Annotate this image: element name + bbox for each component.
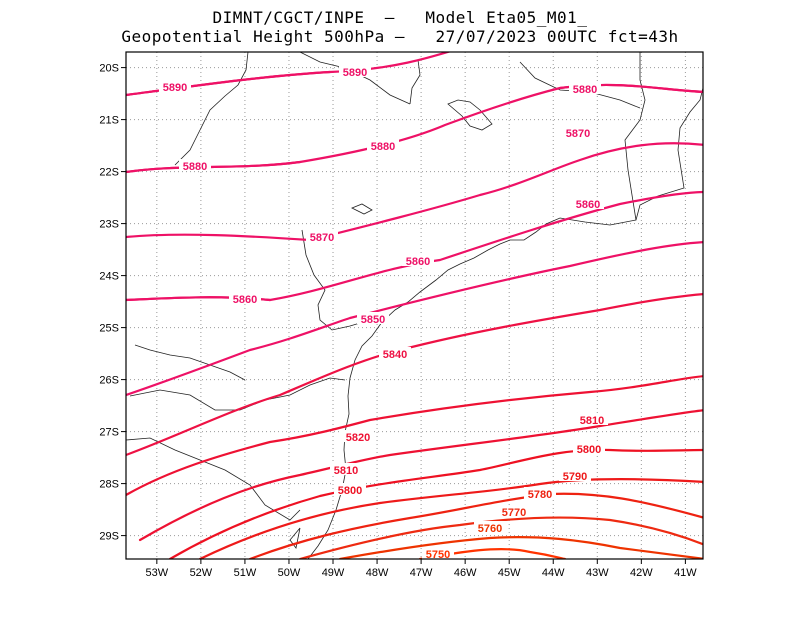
contour-label-5790: 5790 bbox=[563, 471, 587, 483]
contour-label-5870: 5870 bbox=[310, 232, 334, 244]
contour-label-5820: 5820 bbox=[346, 432, 370, 444]
lat-tick-label: 28S bbox=[99, 479, 119, 491]
contour-label-bg bbox=[330, 463, 362, 475]
map-title-line1: DIMNT/CGCT/INPE – Model Eta05_M01_ bbox=[212, 8, 588, 27]
lon-tick-label: 53W bbox=[146, 567, 169, 579]
contour-label-5810: 5810 bbox=[334, 465, 358, 477]
contour-label-bg bbox=[339, 65, 371, 77]
state-border-1 bbox=[174, 52, 249, 166]
lon-tick-label: 51W bbox=[234, 567, 257, 579]
contour-label-bg bbox=[342, 430, 374, 442]
contour-line-5790 bbox=[198, 478, 703, 559]
contour-label-bg bbox=[524, 487, 556, 499]
contour-label-bg bbox=[576, 413, 608, 425]
lat-tick-label: 27S bbox=[99, 427, 119, 439]
state-border-3 bbox=[409, 59, 421, 105]
contour-label-5890: 5890 bbox=[343, 67, 367, 79]
contour-label-bg bbox=[179, 159, 211, 171]
contour-label-5840: 5840 bbox=[383, 349, 407, 361]
contour-line-5780 bbox=[248, 492, 703, 559]
contour-line-5770 bbox=[298, 516, 703, 559]
contour-label-bg bbox=[306, 230, 338, 242]
lat-tick-label: 20S bbox=[99, 63, 119, 75]
contour-label-5860: 5860 bbox=[233, 294, 257, 306]
contour-label-bg bbox=[474, 521, 506, 533]
lat-tick-label: 29S bbox=[99, 531, 119, 543]
contour-label-bg bbox=[573, 442, 605, 454]
contour-label-5800: 5800 bbox=[338, 485, 362, 497]
contour-label-5860: 5860 bbox=[576, 199, 600, 211]
contour-line-5800 bbox=[168, 448, 703, 559]
contour-label-bg bbox=[569, 82, 601, 94]
contour-label-5880: 5880 bbox=[183, 161, 207, 173]
national-border bbox=[134, 344, 246, 381]
contour-label-bg bbox=[229, 292, 261, 304]
contour-label-bg bbox=[334, 483, 366, 495]
lat-tick-label: 22S bbox=[99, 167, 119, 179]
contour-label-5800: 5800 bbox=[577, 444, 601, 456]
contour-line-5760 bbox=[338, 536, 703, 559]
graticule bbox=[126, 52, 703, 559]
contour-label-bg bbox=[379, 347, 411, 359]
plot-frame bbox=[125, 51, 704, 560]
lon-tick-label: 52W bbox=[190, 567, 213, 579]
contour-label-5880: 5880 bbox=[371, 141, 395, 153]
lon-tick-label: 45W bbox=[498, 567, 521, 579]
contour-label-5780: 5780 bbox=[528, 489, 552, 501]
lat-tick-label: 24S bbox=[99, 271, 119, 283]
contour-line-5820 bbox=[126, 375, 703, 497]
lon-tick-label: 46W bbox=[454, 567, 477, 579]
coastline-and-borders bbox=[126, 52, 703, 559]
contour-label-5850: 5850 bbox=[361, 314, 385, 326]
lon-tick-label: 41W bbox=[674, 567, 697, 579]
contour-label-5810: 5810 bbox=[580, 415, 604, 427]
lat-tick-label: 25S bbox=[99, 323, 119, 335]
lon-tick-label: 44W bbox=[542, 567, 565, 579]
lon-tick-label: 43W bbox=[586, 567, 609, 579]
state-border-6 bbox=[301, 229, 371, 331]
map-title-line2: Geopotential Height 500hPa – 27/07/2023 … bbox=[121, 27, 679, 46]
contour-line-5860 bbox=[126, 190, 703, 302]
lat-tick-label: 26S bbox=[99, 375, 119, 387]
lat-tick-label: 21S bbox=[99, 115, 119, 127]
contour-label-bg bbox=[159, 80, 191, 92]
contour-line-5880 bbox=[126, 160, 302, 174]
contour-line-5880 bbox=[126, 83, 703, 174]
lon-tick-label: 48W bbox=[366, 567, 389, 579]
contour-label-5770: 5770 bbox=[502, 507, 526, 519]
lon-tick-label: 47W bbox=[410, 567, 433, 579]
height-contours bbox=[126, 52, 703, 559]
bay-outline bbox=[447, 99, 493, 131]
contour-line-5810 bbox=[138, 409, 703, 542]
lon-tick-label: 42W bbox=[630, 567, 653, 579]
lon-tick-label: 50W bbox=[278, 567, 301, 579]
lat-tick-label: 23S bbox=[99, 219, 119, 231]
contour-label-bg bbox=[402, 254, 434, 266]
axes: 53W 52W 51W 50W 49W 48W 47W 46W 45W 44W 43W 42W 41W 2… bbox=[99, 63, 697, 579]
contour-label-5760: 5760 bbox=[478, 523, 502, 535]
contour-label-5860: 5860 bbox=[406, 256, 430, 268]
contour-label-bg bbox=[422, 547, 454, 559]
contour-label-5890: 5890 bbox=[163, 82, 187, 94]
contour-label-bg bbox=[562, 126, 594, 138]
contour-label-bg bbox=[357, 312, 389, 324]
contour-label-5750: 5750 bbox=[426, 549, 450, 561]
contour-line-5890 bbox=[126, 70, 332, 97]
contour-label-5880: 5880 bbox=[573, 84, 597, 96]
state-border-8 bbox=[126, 437, 301, 521]
contour-labels: 5890 5890 5880 5880 5880 5870 5870 5860 5860 5860… bbox=[159, 65, 608, 561]
contour-label-5870: 5870 bbox=[566, 128, 590, 140]
contour-label-bg bbox=[559, 469, 591, 481]
lon-tick-label: 49W bbox=[322, 567, 345, 579]
contour-line-5840 bbox=[126, 293, 703, 457]
contour-line-5870 bbox=[126, 142, 703, 242]
contour-label-bg bbox=[498, 505, 530, 517]
contour-label-bg bbox=[367, 139, 399, 151]
contour-label-bg bbox=[572, 197, 604, 209]
island bbox=[351, 203, 373, 215]
state-border-5 bbox=[624, 52, 646, 221]
